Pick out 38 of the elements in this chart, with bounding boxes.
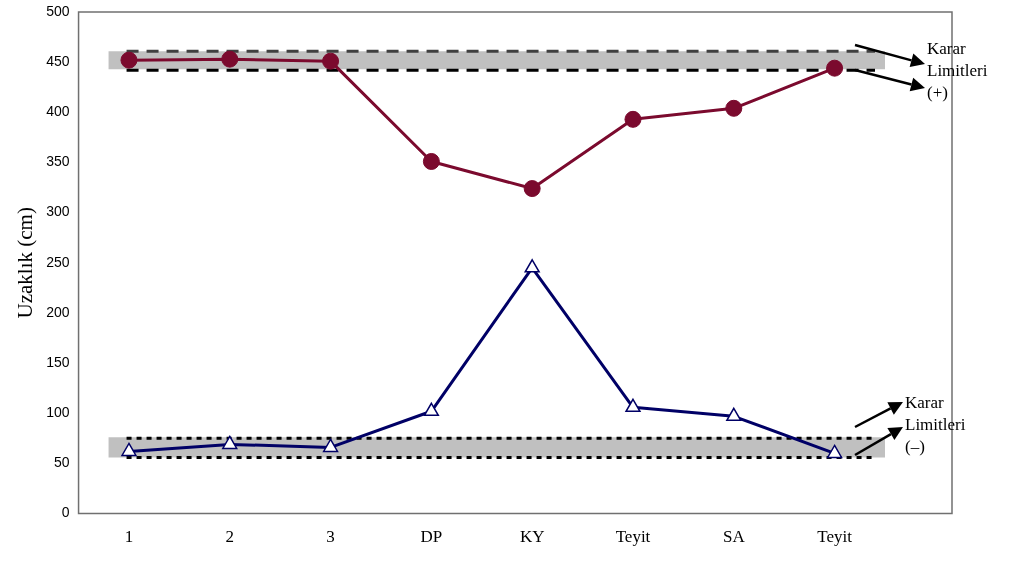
point (322, 52, 340, 70)
point (322, 438, 339, 453)
point (422, 152, 440, 170)
y-tick-label: 400 (46, 103, 70, 120)
point (423, 402, 440, 417)
point (523, 180, 541, 198)
y-axis-title: Uzaklık (cm) (13, 207, 38, 319)
x-tick-label: Teyit (615, 527, 651, 547)
point (826, 444, 843, 459)
point (726, 407, 742, 422)
point (826, 59, 844, 77)
y-tick-label: 0 (61, 504, 70, 521)
x-tick-label: SA (722, 527, 746, 547)
y-tick-label: 500 (46, 2, 70, 19)
y-tick-label: 450 (46, 53, 70, 70)
point (524, 259, 540, 273)
x-tick-label: 2 (225, 527, 235, 547)
point (625, 398, 641, 413)
point (121, 442, 137, 457)
y-tick-label: 100 (46, 404, 70, 421)
y-tick-label: 350 (46, 153, 70, 170)
y-tick-label: 150 (46, 353, 70, 370)
point (624, 110, 642, 128)
x-tick-label: DP (420, 527, 443, 547)
x-tick-label: Teyit (817, 527, 853, 547)
y-tick-label: 200 (46, 303, 70, 320)
x-tick-label: 1 (124, 527, 134, 547)
x-tick-label: 3 (326, 527, 335, 547)
point (222, 435, 238, 450)
text: Karar Limitleri (–) (905, 392, 967, 459)
point (120, 51, 138, 69)
point (221, 50, 239, 68)
y-tick-label: 250 (46, 253, 70, 270)
point (725, 99, 743, 117)
text: Karar Limitleri (+) (927, 38, 989, 105)
x-tick-label: KY (519, 527, 545, 547)
y-tick-label: 300 (46, 203, 70, 220)
y-tick-label: 50 (53, 454, 70, 471)
